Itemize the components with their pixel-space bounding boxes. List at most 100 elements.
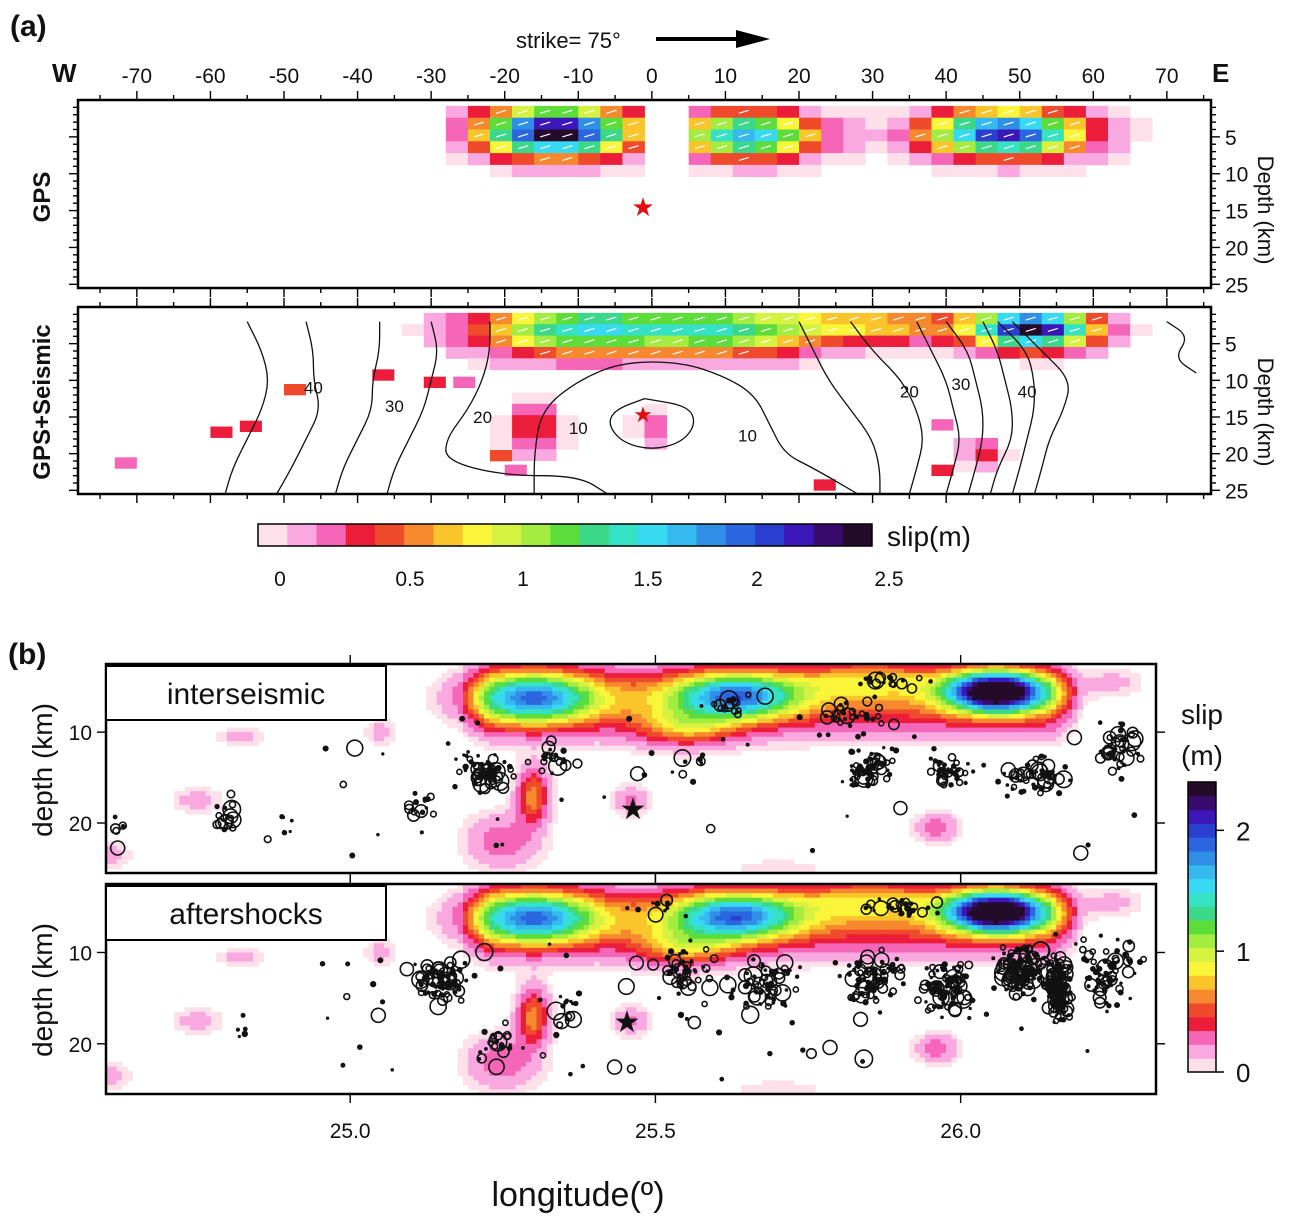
slip-cell xyxy=(190,791,196,797)
slip-cell xyxy=(652,723,658,729)
slip-cell xyxy=(1072,723,1078,729)
earthquake-dot xyxy=(849,764,854,768)
slip-cell xyxy=(195,1007,202,1013)
slip-cell xyxy=(778,713,784,720)
earthquake-dot xyxy=(841,710,847,716)
slip-cell xyxy=(211,795,217,801)
slip-cell xyxy=(379,718,385,724)
slip-cell xyxy=(1003,713,1010,720)
slip-cell xyxy=(809,668,816,674)
slip-cell xyxy=(520,723,527,729)
slip-cell xyxy=(809,664,816,670)
slip-cell xyxy=(940,700,947,706)
slip-cell xyxy=(1066,700,1073,706)
slip-cell xyxy=(536,818,543,824)
slip-cell xyxy=(799,686,805,692)
slip-cell xyxy=(423,312,447,325)
slip-cell xyxy=(373,736,380,742)
slip-cell xyxy=(505,1039,511,1045)
slip-cell xyxy=(887,141,910,154)
slip-cell xyxy=(751,868,758,874)
slip-cell xyxy=(541,809,548,815)
slip-cell xyxy=(715,682,721,688)
slip-cell xyxy=(615,723,622,729)
slip-cell xyxy=(536,695,543,701)
earthquake-circle xyxy=(1126,746,1137,757)
slip-arrow-icon xyxy=(562,109,573,114)
slip-cell xyxy=(463,682,469,688)
slip-cell xyxy=(667,723,674,729)
slip-cell xyxy=(925,836,931,842)
slip-cell xyxy=(625,691,632,697)
slip-cell xyxy=(709,682,716,688)
slip-cell xyxy=(1030,686,1036,692)
slip-arrow-icon xyxy=(540,156,551,162)
slip-cell xyxy=(804,727,811,733)
slip-cell xyxy=(720,677,727,683)
slip-cell xyxy=(253,952,259,958)
slip-cell xyxy=(478,1062,485,1068)
slip-arrow-icon xyxy=(540,339,551,344)
slip-cell xyxy=(741,868,748,874)
slip-cell xyxy=(541,668,548,674)
slip-cell xyxy=(846,677,853,683)
slip-cell xyxy=(804,673,811,679)
slip-cell xyxy=(505,800,511,806)
slip-cell xyxy=(484,893,490,899)
slip-cell xyxy=(526,1043,532,1049)
slip-cell xyxy=(988,704,994,711)
slip-cell xyxy=(505,868,511,874)
slip-cell xyxy=(499,823,506,829)
panel-a-label: (a) xyxy=(10,10,47,43)
slip-cell xyxy=(715,745,721,751)
slip-cell xyxy=(520,911,527,917)
slip-cell xyxy=(526,989,532,995)
slip-cell xyxy=(531,920,538,926)
earthquake-dot xyxy=(493,842,500,849)
slip-cell xyxy=(1035,682,1042,688)
slip-cell xyxy=(1124,677,1131,683)
slip-cell xyxy=(253,961,259,967)
slip-cell xyxy=(116,1071,123,1077)
slip-cell xyxy=(499,850,506,856)
slip-cell xyxy=(1056,700,1063,706)
slip-cell xyxy=(772,704,779,711)
slip-cell xyxy=(1003,686,1010,692)
slip-cell xyxy=(683,723,690,729)
slip-cell xyxy=(720,713,727,720)
slip-cell xyxy=(930,718,937,724)
slip-cell xyxy=(489,1089,496,1095)
slip-cell xyxy=(961,673,968,679)
slip-cell xyxy=(993,718,1000,724)
slip-arrow-icon xyxy=(517,109,529,114)
slip-cell xyxy=(515,695,522,701)
slip-cell xyxy=(568,677,574,683)
slip-cell xyxy=(520,1039,527,1045)
slip-cell xyxy=(179,800,186,806)
slip-cell xyxy=(510,823,517,829)
slip-cell xyxy=(746,664,753,670)
slip-cell xyxy=(946,695,952,701)
slip-cell xyxy=(975,153,999,166)
earthquake-circle xyxy=(723,701,734,712)
slip-cell xyxy=(484,704,490,711)
slip-cell xyxy=(536,1071,543,1077)
slip-cell xyxy=(1124,691,1131,697)
slip-cell xyxy=(494,677,501,683)
slip-cell xyxy=(678,727,685,733)
slip-cell xyxy=(940,713,947,720)
slip-cell xyxy=(846,700,853,706)
slip-cell xyxy=(1093,673,1099,679)
earthquake-dot xyxy=(966,761,970,766)
slip-cell xyxy=(499,859,506,865)
slip-cell xyxy=(583,673,590,679)
slip-cell xyxy=(442,920,448,926)
slip-cell xyxy=(510,1007,517,1013)
slip-cell xyxy=(473,1066,480,1072)
slip-cell xyxy=(804,686,811,692)
slip-cell xyxy=(887,129,910,142)
slip-cell xyxy=(631,677,637,683)
slip-arrow-icon xyxy=(562,316,573,321)
slip-cell xyxy=(452,920,459,926)
slip-cell xyxy=(767,718,774,724)
